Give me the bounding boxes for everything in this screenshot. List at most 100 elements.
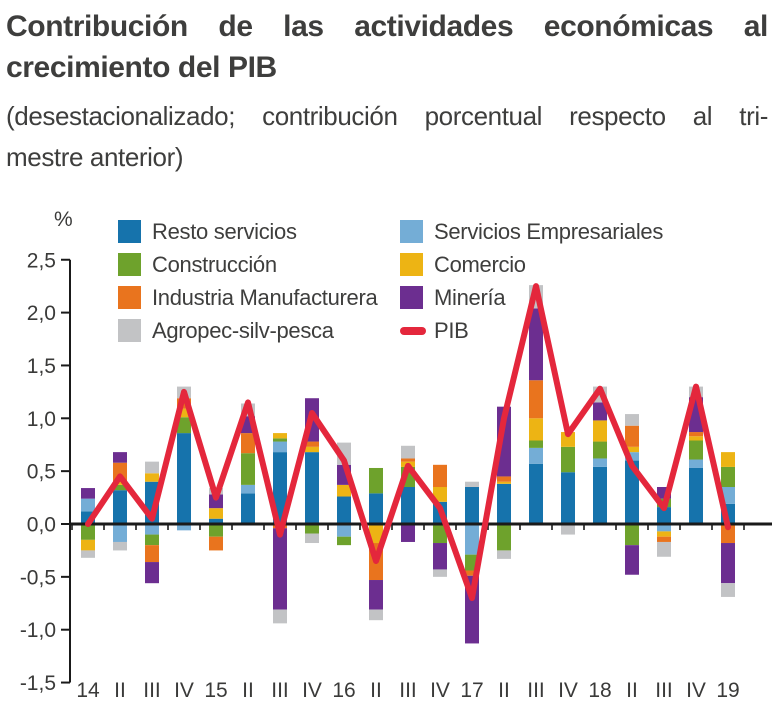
bar-segment xyxy=(337,536,351,546)
bar-segment xyxy=(209,536,223,551)
bar-segment xyxy=(113,490,127,524)
bar-segment xyxy=(529,418,543,441)
bar-segment xyxy=(273,441,287,453)
bar-segment xyxy=(337,524,351,537)
x-axis-label: III xyxy=(143,679,161,702)
bar-segment xyxy=(305,524,319,534)
legend-item: Industria Manufacturera xyxy=(118,281,378,314)
bar-segment xyxy=(657,507,671,524)
bar-segment xyxy=(113,524,127,542)
bar-segment xyxy=(177,417,191,434)
y-axis-unit-label: % xyxy=(54,208,73,231)
bar-segment xyxy=(433,487,447,502)
bar-segment xyxy=(177,524,191,531)
bar-segment xyxy=(657,487,671,499)
bar-segment xyxy=(465,487,479,524)
bar-segment xyxy=(721,466,735,488)
bar-segment xyxy=(721,524,735,544)
x-axis-label: 18 xyxy=(588,679,611,702)
x-axis-label: IV xyxy=(558,679,578,702)
bar-segment xyxy=(401,524,415,542)
bar-segment xyxy=(433,569,447,577)
bar-segment xyxy=(721,543,735,584)
bar-segment xyxy=(529,447,543,464)
bar-segment xyxy=(401,445,415,459)
y-axis-tick-label: -1,0 xyxy=(20,619,56,642)
pib-line xyxy=(85,283,731,601)
bar-segment xyxy=(241,493,255,524)
bar-segment xyxy=(497,524,511,551)
legend-item: Minería xyxy=(400,281,663,314)
bar-segment xyxy=(561,432,575,447)
bar-segment xyxy=(209,518,223,524)
bar-segment xyxy=(593,420,607,442)
bar-segment xyxy=(369,609,383,621)
bar-segment xyxy=(305,533,319,544)
bar-segment xyxy=(625,414,639,426)
legend-swatch xyxy=(400,286,423,309)
x-axis-label: II xyxy=(498,679,510,702)
bar-segment xyxy=(433,543,447,570)
bar-segment xyxy=(81,539,95,551)
bar-segment xyxy=(593,402,607,421)
chart-title-line1: Contribución de las actividades económic… xyxy=(6,10,768,43)
chart-subtitle: (desestacionalizado; contribución porcen… xyxy=(6,96,768,178)
bar-segment xyxy=(433,524,447,544)
bar-segment xyxy=(529,308,543,381)
x-axis-label: III xyxy=(655,679,673,702)
x-axis-label: IV xyxy=(302,679,322,702)
bar-segment xyxy=(561,472,575,524)
legend-label: Agropec-silv-pesca xyxy=(152,318,334,343)
bar-segment xyxy=(81,550,95,558)
bar-segment xyxy=(369,467,383,494)
y-axis-tick-label: 1,0 xyxy=(27,408,56,431)
pib-line-swatch xyxy=(400,326,426,335)
bar-segment xyxy=(593,441,607,459)
legend-label: Minería xyxy=(434,285,506,310)
bar-segment xyxy=(145,562,159,584)
bar-segment xyxy=(657,536,671,542)
x-axis-label: III xyxy=(399,679,417,702)
bar-segment xyxy=(273,438,287,442)
bar-segment xyxy=(305,452,319,524)
bar-segment xyxy=(337,496,351,524)
legend-column: Servicios Empresariales Comercio Minería PI… xyxy=(400,215,663,347)
legend-swatch xyxy=(400,253,423,276)
chart-subtitle-line1: (desestacionalizado; contribución porcen… xyxy=(6,101,768,131)
bar-segment xyxy=(625,524,639,546)
x-axis-label: IV xyxy=(430,679,450,702)
chart-title-line2: crecimiento del PIB xyxy=(6,51,277,84)
bar-segment xyxy=(145,461,159,474)
x-axis-label: II xyxy=(114,679,126,702)
bar-segment xyxy=(113,541,127,551)
bar-segment xyxy=(625,545,639,575)
bar-segment xyxy=(369,493,383,524)
x-axis-label: III xyxy=(271,679,289,702)
legend-item: Construcción xyxy=(118,248,377,281)
bar-segment xyxy=(305,446,319,453)
bar-segment xyxy=(657,531,671,537)
bar-segment xyxy=(625,425,639,447)
legend-item: Comercio xyxy=(400,248,663,281)
bar-segment xyxy=(113,484,127,491)
x-axis-label: II xyxy=(626,679,638,702)
bar-segment xyxy=(145,524,159,535)
legend-item: Servicios Empresariales xyxy=(400,215,663,248)
x-axis-label: II xyxy=(242,679,254,702)
y-axis-tick-label: 1,5 xyxy=(27,355,56,378)
bar-segment xyxy=(337,484,351,497)
legend-swatch xyxy=(118,253,141,276)
legend-label: Construcción xyxy=(152,252,277,277)
y-axis-tick-label: 0,5 xyxy=(27,461,56,484)
bar-segment xyxy=(81,524,95,540)
bar-segment xyxy=(657,541,671,557)
bar-segment xyxy=(561,446,575,473)
x-axis-label: II xyxy=(370,679,382,702)
bar-segment xyxy=(401,487,415,524)
bar-segment xyxy=(81,488,95,499)
bar-segment xyxy=(369,524,383,544)
bar-segment xyxy=(497,483,511,524)
y-axis-tick-label: -1,5 xyxy=(20,672,56,695)
bar-segment xyxy=(145,545,159,563)
